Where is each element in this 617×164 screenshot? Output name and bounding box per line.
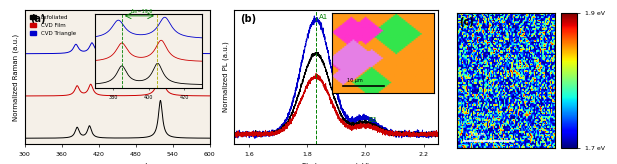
Text: (b): (b) — [241, 14, 257, 24]
Text: A1: A1 — [319, 14, 328, 20]
Text: B1: B1 — [368, 117, 378, 123]
Y-axis label: Normalized Raman (a.u.): Normalized Raman (a.u.) — [12, 33, 19, 121]
Y-axis label: Normalized PL (a.u.): Normalized PL (a.u.) — [222, 42, 229, 113]
X-axis label: Raman shift (cm⁻¹): Raman shift (cm⁻¹) — [84, 163, 151, 164]
Text: (c): (c) — [460, 17, 474, 27]
Legend: Exfoliated, CVD Film, CVD Triangle: Exfoliated, CVD Film, CVD Triangle — [28, 13, 78, 38]
Text: 10 μm: 10 μm — [468, 132, 486, 137]
X-axis label: Photon energy (eV): Photon energy (eV) — [302, 163, 370, 164]
Text: (a): (a) — [30, 14, 46, 24]
